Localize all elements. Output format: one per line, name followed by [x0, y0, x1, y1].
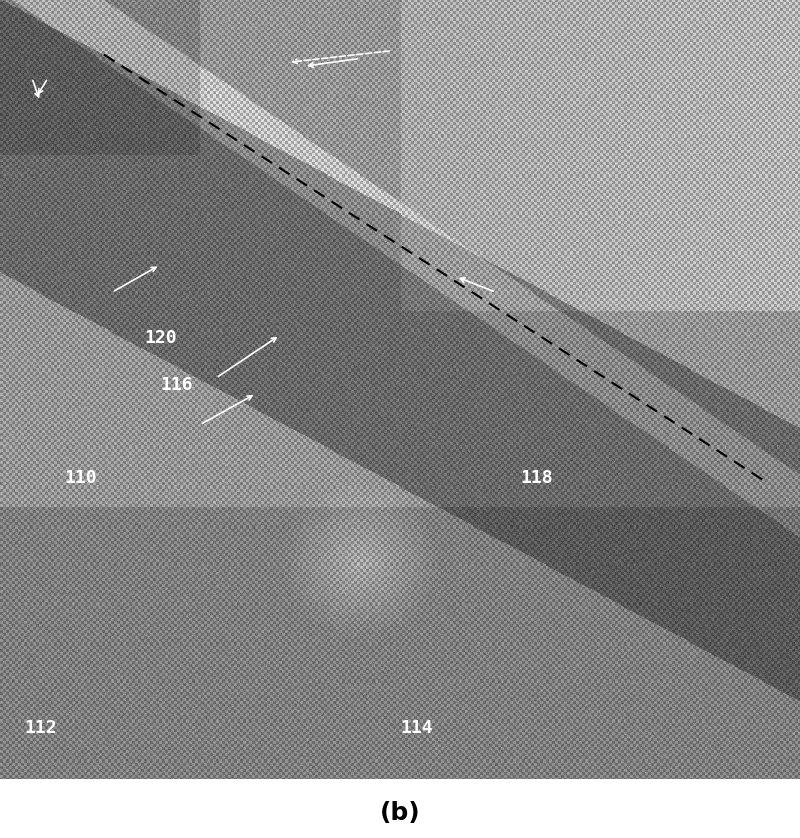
- Text: (b): (b): [380, 801, 420, 825]
